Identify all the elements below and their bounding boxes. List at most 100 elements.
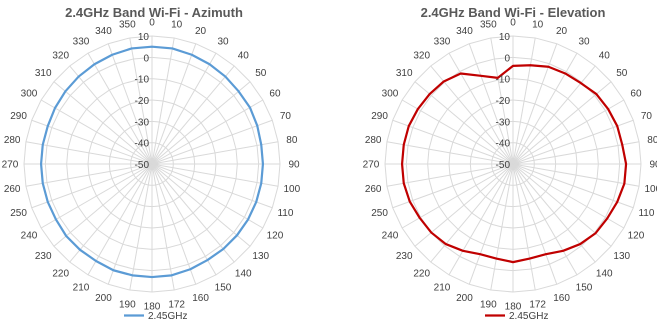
angle-label: 160: [192, 293, 209, 304]
radial-tick-label: -40: [496, 139, 511, 150]
angle-label: 310: [396, 68, 413, 79]
grid-spoke: [386, 163, 514, 187]
angle-label: 40: [599, 51, 611, 62]
grid-spoke: [151, 163, 197, 285]
angle-label: 30: [578, 37, 590, 48]
grid-spoke: [151, 163, 175, 291]
grid-spoke: [151, 163, 264, 229]
angle-label: 80: [286, 135, 298, 146]
grid-spoke: [151, 52, 217, 165]
angle-label: 160: [553, 293, 570, 304]
angle-label: 290: [10, 111, 27, 122]
radial-tick-label: 10: [138, 32, 150, 43]
radial-tick-label: -50: [135, 160, 150, 171]
grid-spoke: [25, 141, 153, 165]
angle-label: 230: [396, 251, 413, 262]
radial-tick-label: -30: [496, 117, 511, 128]
grid-spoke: [151, 43, 197, 165]
grid-spoke: [512, 52, 578, 165]
grid-spoke: [69, 65, 153, 165]
grid-spoke: [512, 99, 625, 165]
angle-label: 280: [365, 135, 382, 146]
grid-spoke: [151, 163, 217, 276]
angle-label: 280: [4, 135, 21, 146]
grid-spoke: [386, 141, 514, 165]
grid-spoke: [512, 141, 640, 165]
chart-title: 2.4GHz Band Wi-Fi - Azimuth: [65, 5, 243, 20]
angle-label: 140: [596, 268, 613, 279]
grid-spoke: [151, 37, 175, 165]
grid-spoke: [401, 99, 514, 165]
angle-label: 330: [434, 37, 451, 48]
grid-spoke: [31, 119, 153, 165]
grid-spoke: [512, 163, 536, 291]
angle-label: 10: [171, 20, 183, 31]
grid-spoke: [107, 43, 153, 165]
angle-label: 70: [641, 111, 653, 122]
grid-spoke: [392, 163, 514, 209]
angle-label: 60: [630, 89, 642, 100]
angle-label: 40: [238, 51, 250, 62]
grid-spoke: [490, 163, 514, 291]
angle-label: 220: [413, 268, 430, 279]
radial-tick-label: -30: [135, 117, 150, 128]
angle-label: 150: [215, 282, 232, 293]
grid-spoke: [107, 163, 153, 285]
radial-tick-label: -10: [496, 75, 511, 86]
radial-tick-label: 0: [504, 53, 510, 64]
grid-spoke: [31, 163, 153, 209]
angle-label: 10: [532, 20, 544, 31]
grid-spoke: [490, 37, 514, 165]
grid-spoke: [512, 81, 612, 165]
angle-label: 300: [21, 89, 38, 100]
angle-label: 120: [267, 231, 284, 242]
radial-tick-label: -50: [496, 160, 511, 171]
angle-label: 240: [382, 231, 399, 242]
grid-spoke: [87, 163, 153, 276]
legend-label: 2.45GHz: [509, 311, 548, 322]
grid-spoke: [151, 99, 264, 165]
angle-label: 260: [4, 184, 21, 195]
grid-spoke: [151, 163, 235, 263]
radial-tick-label: -20: [496, 96, 511, 107]
angle-label: 190: [119, 299, 136, 310]
angle-label: 60: [269, 89, 281, 100]
chart-title: 2.4GHz Band Wi-Fi - Elevation: [421, 5, 606, 20]
grid-spoke: [151, 163, 273, 209]
grid-spoke: [430, 163, 514, 263]
angle-label: 150: [576, 282, 593, 293]
angle-label: 250: [371, 208, 388, 219]
grid-spoke: [512, 37, 536, 165]
grid-spoke: [512, 163, 625, 229]
angle-label: 210: [73, 282, 90, 293]
angle-label: 300: [382, 89, 399, 100]
angle-label: 270: [2, 160, 19, 171]
angle-label: 80: [647, 135, 657, 146]
radial-tick-label: 10: [499, 32, 511, 43]
angle-label: 340: [95, 26, 112, 37]
radial-tick-label: -20: [135, 96, 150, 107]
angle-label: 190: [480, 299, 497, 310]
angle-label: 130: [613, 251, 630, 262]
radial-tick-label: -10: [135, 75, 150, 86]
angle-label: 120: [628, 231, 645, 242]
grid-spoke: [512, 43, 558, 165]
angle-label: 20: [556, 26, 568, 37]
polar-chart-2: 0102030405060708090100110120130140150160…: [363, 5, 657, 322]
radial-tick-label: -40: [135, 139, 150, 150]
grid-spoke: [468, 163, 514, 285]
grid-spoke: [448, 163, 514, 276]
angle-label: 310: [35, 68, 52, 79]
angle-label: 172: [168, 299, 185, 310]
angle-label: 250: [10, 208, 27, 219]
grid-spoke: [53, 81, 153, 165]
angle-label: 90: [288, 160, 300, 171]
grid-spoke: [512, 119, 634, 165]
angle-label: 172: [529, 299, 546, 310]
angle-label: 20: [195, 26, 207, 37]
grid-spoke: [40, 99, 153, 165]
angle-label: 50: [255, 68, 267, 79]
angle-label: 90: [649, 160, 657, 171]
